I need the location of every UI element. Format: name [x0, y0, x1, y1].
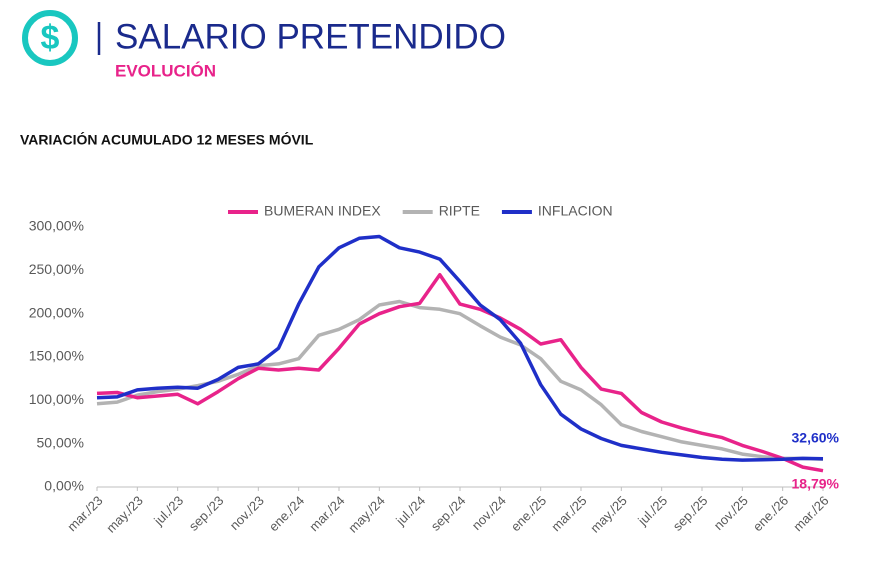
x-tick-label: sep./23 [186, 493, 227, 534]
y-tick-label: 0,00% [44, 478, 84, 494]
series-line [96, 234, 824, 462]
x-tick-label: ene./24 [266, 493, 307, 534]
x-tick-label: mar./24 [306, 493, 347, 534]
page-subtitle: EVOLUCIÓN [115, 61, 216, 80]
end-label: 18,79% [792, 475, 840, 491]
x-tick-label: may./23 [103, 493, 146, 536]
y-tick-label: 100,00% [29, 391, 84, 407]
logo: $ [22, 10, 78, 66]
x-tick-label: sep./25 [670, 493, 711, 534]
end-label: 32,60% [792, 429, 840, 445]
legend-label: RIPTE [439, 203, 480, 219]
x-tick-label: ene./25 [508, 493, 549, 534]
y-tick-label: 50,00% [37, 434, 84, 450]
x-tick-label: may./25 [587, 493, 630, 536]
x-tick-label: mar./25 [548, 493, 589, 534]
x-tick-label: jul./25 [634, 493, 670, 529]
y-tick-label: 150,00% [29, 348, 84, 364]
svg-text:$: $ [41, 19, 60, 57]
x-tick-label: mar./23 [64, 493, 105, 534]
y-tick-label: 200,00% [29, 304, 84, 320]
x-tick-label: jul./23 [150, 493, 186, 529]
legend-label: INFLACION [538, 203, 613, 219]
x-tick-label: sep./24 [428, 493, 469, 534]
series-line [96, 272, 824, 473]
x-tick-label: may./24 [345, 493, 388, 536]
page-title: SALARIO PRETENDIDO [115, 17, 506, 56]
x-tick-label: ene./26 [750, 493, 791, 534]
y-tick-label: 250,00% [29, 261, 84, 277]
legend-label: BUMERAN INDEX [264, 203, 381, 219]
x-tick-label: nov./24 [469, 493, 509, 533]
chart-title: VARIACIÓN ACUMULADO 12 MESES MÓVIL [20, 131, 314, 148]
x-tick-label: mar./26 [790, 493, 831, 534]
x-tick-label: nov./25 [711, 493, 751, 533]
y-tick-label: 300,00% [29, 218, 84, 234]
x-tick-label: nov./23 [227, 493, 267, 533]
x-tick-label: jul./24 [392, 493, 428, 529]
